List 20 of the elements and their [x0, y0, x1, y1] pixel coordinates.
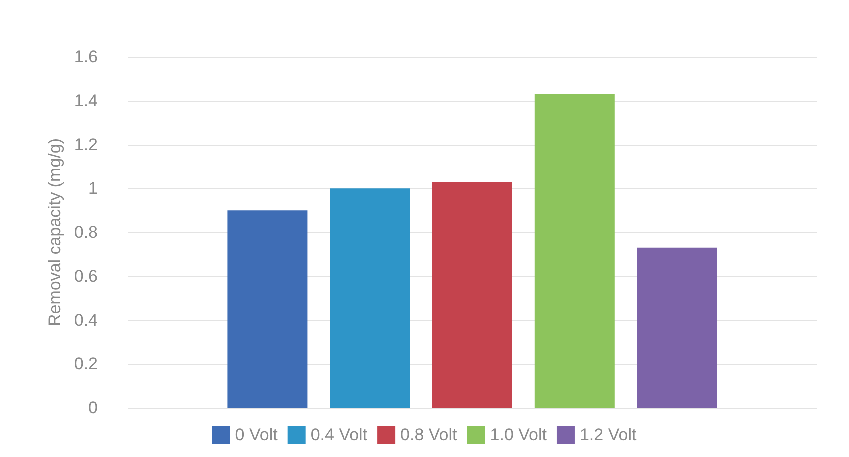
bar	[534, 94, 615, 408]
y-tick-label: 0.6	[74, 266, 98, 286]
bar	[228, 210, 308, 408]
y-tick-label: 1.6	[74, 48, 98, 66]
y-tick-label: 1.2	[74, 135, 98, 154]
bar	[432, 182, 512, 408]
legend-label: 1.2 Volt	[580, 426, 637, 444]
y-tick-label: 0.4	[74, 310, 98, 330]
y-tick-label: 0.8	[74, 223, 98, 242]
y-tick-label: 0.2	[74, 354, 98, 374]
legend-label: 0 Volt	[235, 426, 278, 444]
y-tick-label: 1	[88, 179, 98, 198]
bar	[637, 248, 718, 408]
y-axis-title: Removal capacity (mg/g)	[45, 138, 64, 327]
bar	[330, 188, 410, 408]
legend-label: 0.4 Volt	[310, 426, 368, 444]
legend-label: 0.8 Volt	[400, 426, 458, 444]
y-tick-label: 1.4	[74, 91, 98, 110]
y-tick-label: 0	[88, 398, 98, 418]
legend-label: 1.0 Volt	[490, 426, 548, 444]
